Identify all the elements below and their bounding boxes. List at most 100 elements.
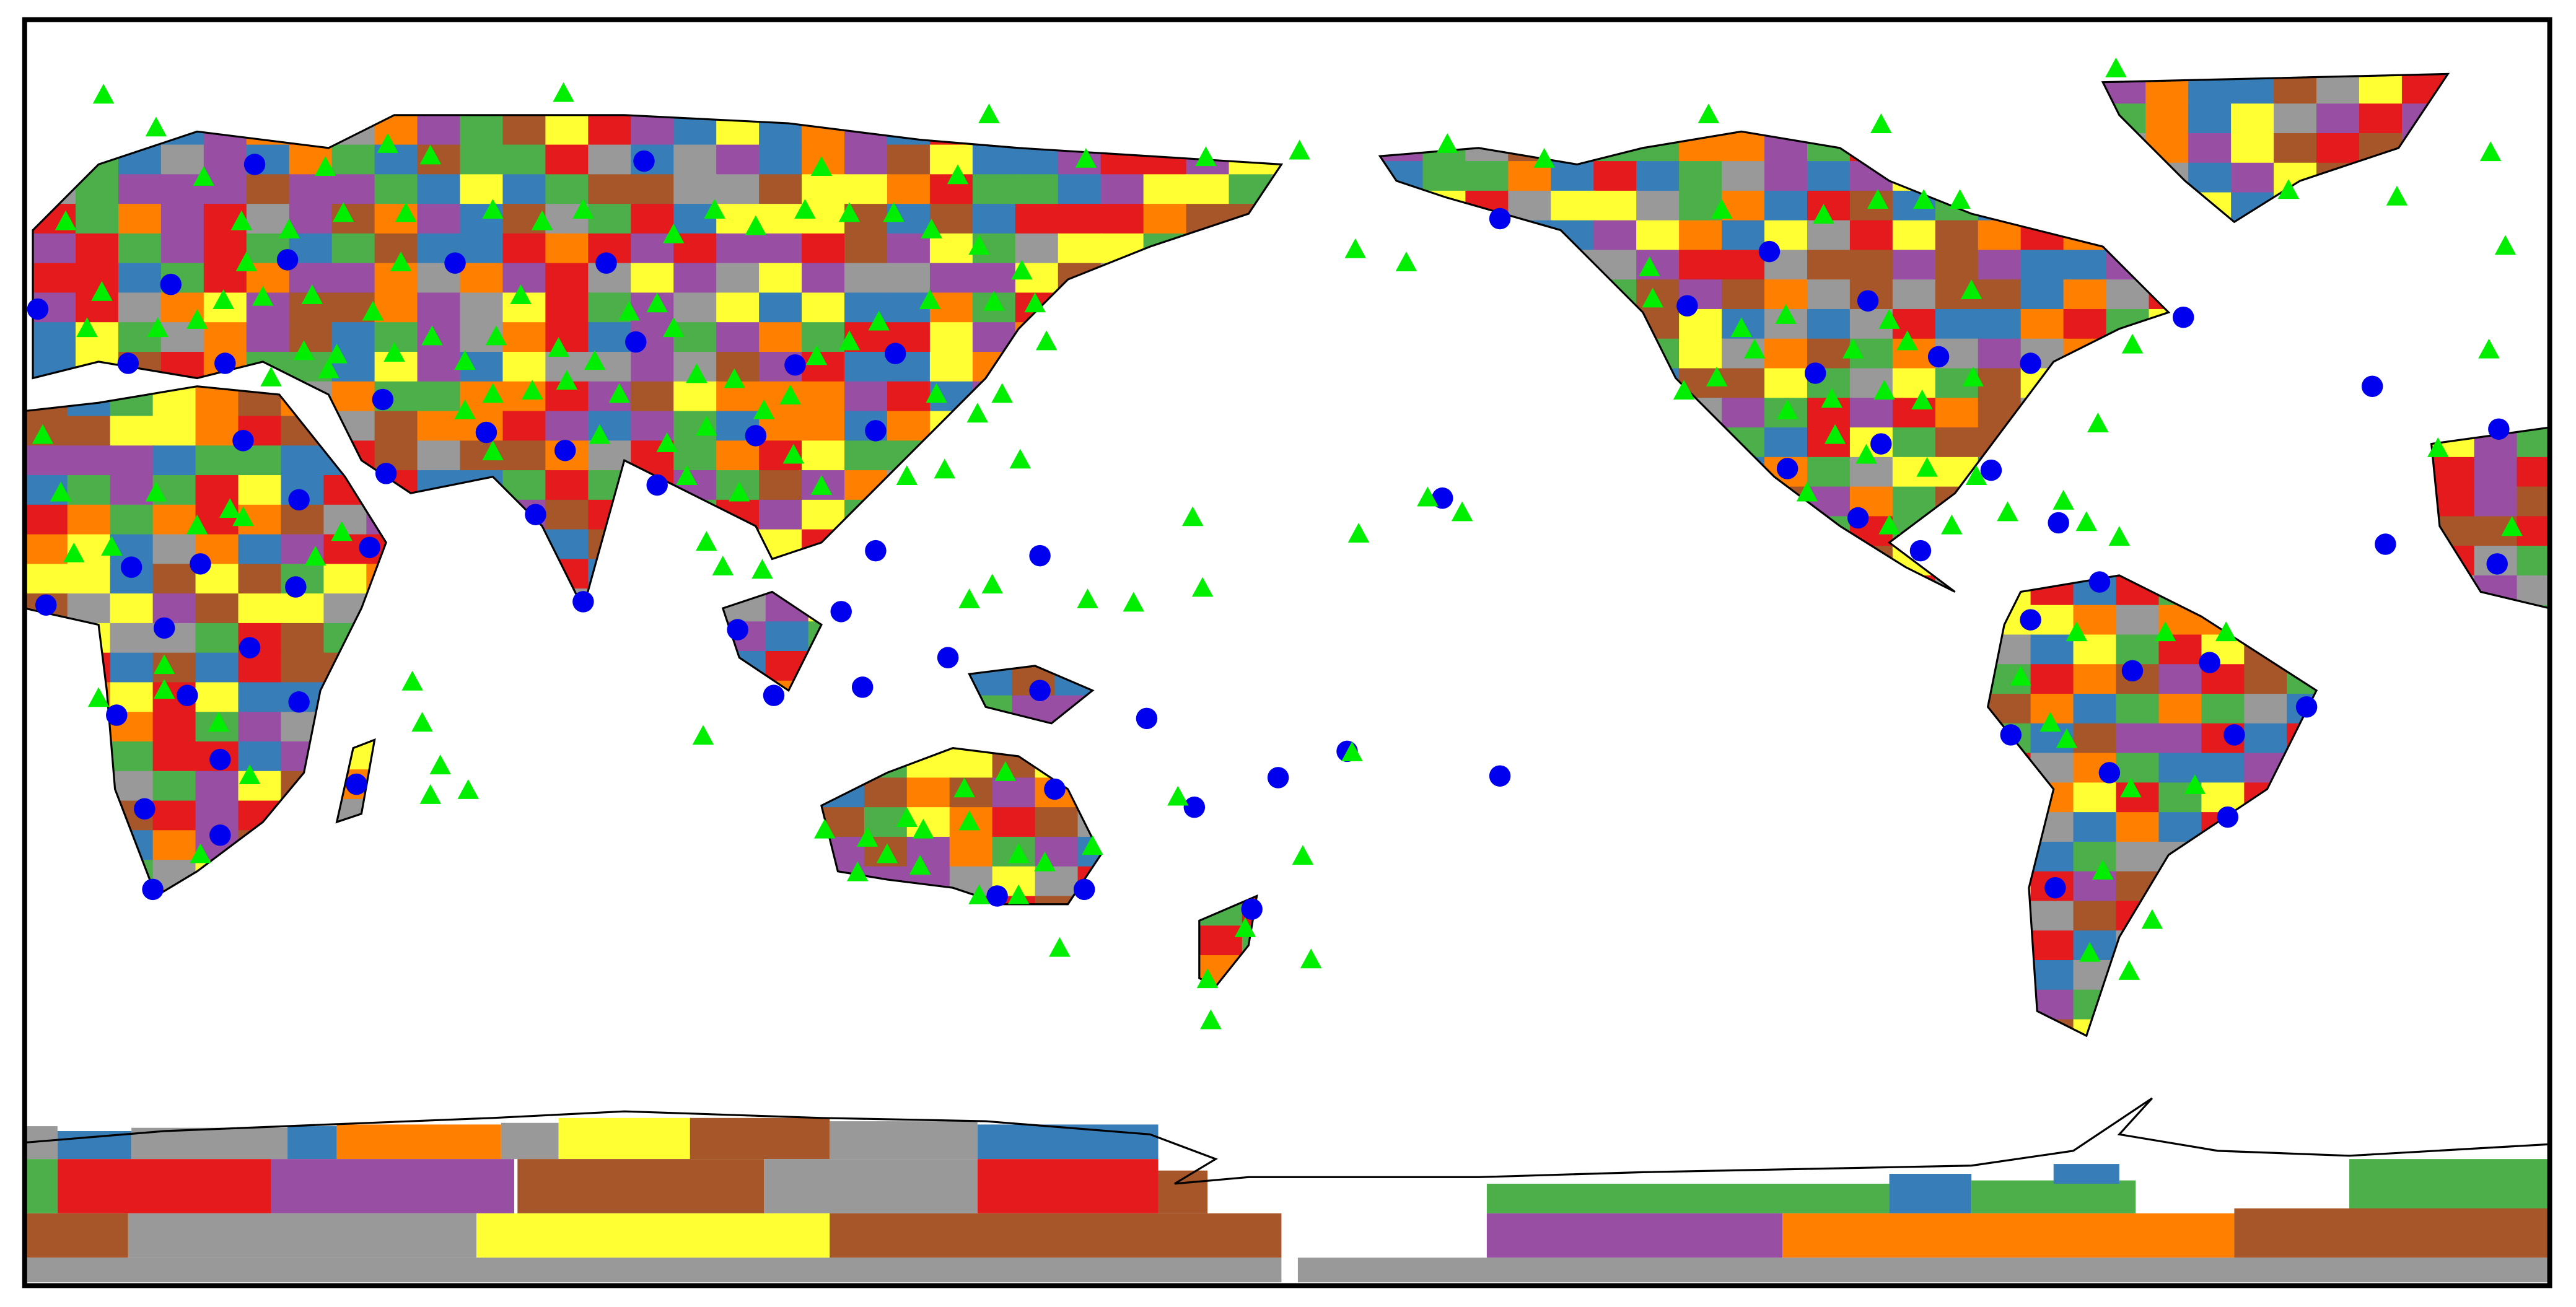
region xyxy=(238,712,283,743)
region xyxy=(1782,1213,2235,1258)
region xyxy=(195,475,240,507)
region xyxy=(203,144,248,176)
station-triangle xyxy=(485,325,507,346)
region xyxy=(2145,103,2190,135)
station-triangle xyxy=(1533,147,1555,168)
station-triangle xyxy=(1436,133,1458,153)
region xyxy=(33,233,77,265)
station-circle xyxy=(2020,609,2041,631)
station-circle xyxy=(1044,778,1066,800)
region xyxy=(2231,103,2276,135)
region xyxy=(690,1117,830,1160)
region xyxy=(588,322,633,354)
station-circle xyxy=(285,576,307,598)
region xyxy=(1892,279,1937,311)
station-circle xyxy=(2375,533,2396,555)
region xyxy=(929,322,975,354)
region xyxy=(281,623,326,655)
station-triangle xyxy=(1034,851,1056,872)
region xyxy=(545,470,590,502)
region xyxy=(887,233,932,265)
station-triangle xyxy=(729,481,750,502)
region xyxy=(631,263,675,295)
region xyxy=(417,411,462,442)
region xyxy=(2188,133,2233,165)
coastline xyxy=(24,1097,2550,1185)
region xyxy=(1722,250,1766,281)
station-triangle xyxy=(331,521,353,541)
region xyxy=(929,263,975,295)
region xyxy=(864,777,909,809)
station-circle xyxy=(595,252,617,274)
region xyxy=(759,322,804,354)
region xyxy=(1035,807,1080,839)
map-frame xyxy=(22,17,2552,1288)
station-circle xyxy=(525,504,546,525)
station-circle xyxy=(1909,540,1932,562)
region xyxy=(331,174,377,206)
station-circle xyxy=(727,619,748,640)
region xyxy=(631,115,675,147)
station-circle xyxy=(2044,876,2066,899)
region xyxy=(1158,1170,1208,1213)
region xyxy=(502,351,548,383)
region xyxy=(759,233,804,265)
station-circle xyxy=(1267,767,1289,789)
station-triangle xyxy=(2087,413,2109,433)
region xyxy=(545,292,590,324)
region xyxy=(323,564,368,595)
station-triangle xyxy=(745,215,767,235)
region xyxy=(972,204,1017,235)
station-circle xyxy=(209,824,231,846)
station-circle xyxy=(2199,652,2220,673)
region xyxy=(2020,279,2066,311)
station-circle xyxy=(2098,762,2121,784)
station-triangle xyxy=(2141,909,2163,929)
region xyxy=(764,1159,978,1213)
region xyxy=(2073,812,2118,844)
region xyxy=(195,416,240,447)
region xyxy=(238,593,283,625)
region xyxy=(1593,190,1638,222)
station-triangle xyxy=(232,506,254,527)
region xyxy=(24,534,69,566)
region xyxy=(2231,133,2276,165)
region xyxy=(1015,174,1060,206)
station-triangle xyxy=(411,712,433,732)
region xyxy=(759,144,804,176)
station-triangle xyxy=(190,843,211,863)
region xyxy=(238,534,283,566)
region xyxy=(673,144,718,176)
station-triangle xyxy=(92,84,115,104)
station-circle xyxy=(1489,765,1511,787)
region xyxy=(802,322,846,354)
station-triangle xyxy=(846,861,869,881)
station-triangle xyxy=(838,202,861,222)
region xyxy=(57,1159,271,1213)
station-circle xyxy=(1029,680,1051,701)
station-triangle xyxy=(868,310,890,331)
region xyxy=(887,174,932,206)
region xyxy=(887,263,932,295)
coastline xyxy=(32,114,1284,611)
region xyxy=(460,144,505,176)
station-triangle xyxy=(1075,147,1097,168)
station-circle xyxy=(784,354,806,376)
region xyxy=(1978,279,2023,311)
region xyxy=(75,204,120,235)
region xyxy=(673,381,718,413)
station-triangle xyxy=(584,350,606,370)
region xyxy=(977,1159,1159,1213)
station-triangle xyxy=(724,368,745,388)
station-triangle xyxy=(390,251,412,271)
region xyxy=(2359,103,2404,135)
region xyxy=(67,564,112,595)
station-triangle xyxy=(934,458,956,479)
station-triangle xyxy=(1997,501,2018,522)
region xyxy=(502,440,548,472)
region xyxy=(972,144,1017,176)
region xyxy=(2244,694,2289,725)
region xyxy=(1551,161,1595,193)
station-triangle xyxy=(1035,330,1058,351)
